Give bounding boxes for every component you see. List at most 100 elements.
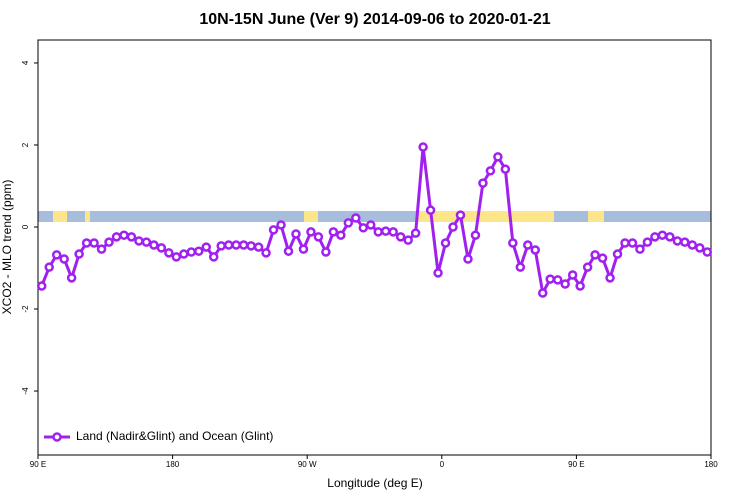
- point: [508, 238, 518, 248]
- plot-frame: [37, 39, 712, 456]
- point: [59, 254, 69, 264]
- point: [642, 237, 653, 247]
- y-tick-label: 0: [21, 224, 30, 229]
- point: [104, 237, 114, 247]
- point: [657, 230, 668, 240]
- point: [605, 273, 615, 283]
- point: [672, 236, 683, 246]
- y-tick-label: -4: [21, 387, 30, 395]
- land-band: [417, 211, 554, 222]
- point: [253, 242, 264, 252]
- chart-title: 10N-15N June (Ver 9) 2014-09-06 to 2020-…: [199, 11, 550, 28]
- point: [418, 142, 428, 152]
- x-axis-label: Longitude (deg E): [327, 476, 422, 490]
- point: [440, 238, 451, 248]
- point: [313, 232, 324, 242]
- point: [380, 226, 391, 236]
- point: [81, 238, 92, 248]
- point: [283, 246, 294, 256]
- point: [321, 247, 331, 257]
- point: [328, 227, 339, 237]
- point: [216, 241, 226, 251]
- point: [665, 232, 675, 242]
- point: [500, 164, 511, 174]
- land-band: [85, 211, 90, 222]
- legend-marker: [52, 432, 62, 442]
- point: [538, 288, 548, 298]
- point: [627, 238, 638, 248]
- point: [545, 274, 555, 284]
- point: [51, 250, 62, 260]
- point: [485, 166, 496, 176]
- point: [366, 220, 376, 230]
- point: [186, 247, 197, 257]
- point: [156, 243, 167, 253]
- point: [343, 218, 354, 228]
- point: [179, 249, 189, 259]
- point: [276, 220, 286, 230]
- land-band: [53, 211, 67, 222]
- point: [463, 254, 473, 264]
- point: [470, 230, 481, 240]
- point: [687, 240, 698, 250]
- point: [702, 247, 713, 257]
- point: [493, 152, 503, 162]
- y-tick-label: 4: [21, 60, 30, 65]
- point: [134, 236, 144, 246]
- point: [298, 244, 309, 254]
- point: [455, 210, 466, 220]
- point: [395, 232, 406, 242]
- point: [425, 205, 436, 215]
- y-tick-label: -2: [21, 305, 30, 313]
- point: [478, 178, 488, 188]
- point: [373, 227, 383, 237]
- point: [66, 273, 77, 283]
- point: [448, 222, 458, 232]
- point: [171, 252, 182, 262]
- x-tick-label: 180: [704, 460, 718, 469]
- point: [268, 225, 279, 235]
- x-tick-label: 90 E: [568, 460, 584, 469]
- point: [141, 237, 152, 247]
- point: [351, 213, 361, 223]
- point: [515, 262, 526, 272]
- land-band: [304, 211, 318, 222]
- point: [635, 244, 645, 254]
- point: [194, 246, 204, 256]
- point: [74, 249, 84, 259]
- land-band: [588, 211, 604, 222]
- x-tick-label: 90 W: [298, 460, 317, 469]
- y-axis-label: XCO2 - MLO trend (ppm): [0, 180, 14, 315]
- point: [597, 253, 608, 263]
- point: [238, 240, 249, 250]
- x-tick-label: 180: [166, 460, 180, 469]
- point: [403, 235, 413, 245]
- point: [358, 223, 369, 233]
- point: [410, 228, 421, 238]
- point: [575, 281, 585, 291]
- point: [650, 232, 660, 242]
- point: [695, 243, 705, 253]
- point: [126, 232, 137, 242]
- land-ocean-strip: [38, 211, 711, 222]
- point: [433, 268, 443, 278]
- point: [306, 227, 316, 237]
- point: [590, 250, 600, 260]
- point: [560, 279, 570, 289]
- point: [111, 232, 122, 242]
- point: [223, 240, 234, 250]
- point: [291, 229, 301, 239]
- point: [530, 245, 541, 255]
- point: [261, 248, 271, 258]
- point: [620, 238, 630, 248]
- x-tick-label: 0: [440, 460, 445, 469]
- y-tick-label: 2: [21, 142, 30, 147]
- point: [149, 240, 159, 250]
- point: [523, 240, 533, 250]
- point: [336, 230, 346, 240]
- point: [44, 262, 54, 272]
- point: [36, 281, 47, 291]
- point: [231, 240, 241, 250]
- ocean-band: [38, 211, 711, 222]
